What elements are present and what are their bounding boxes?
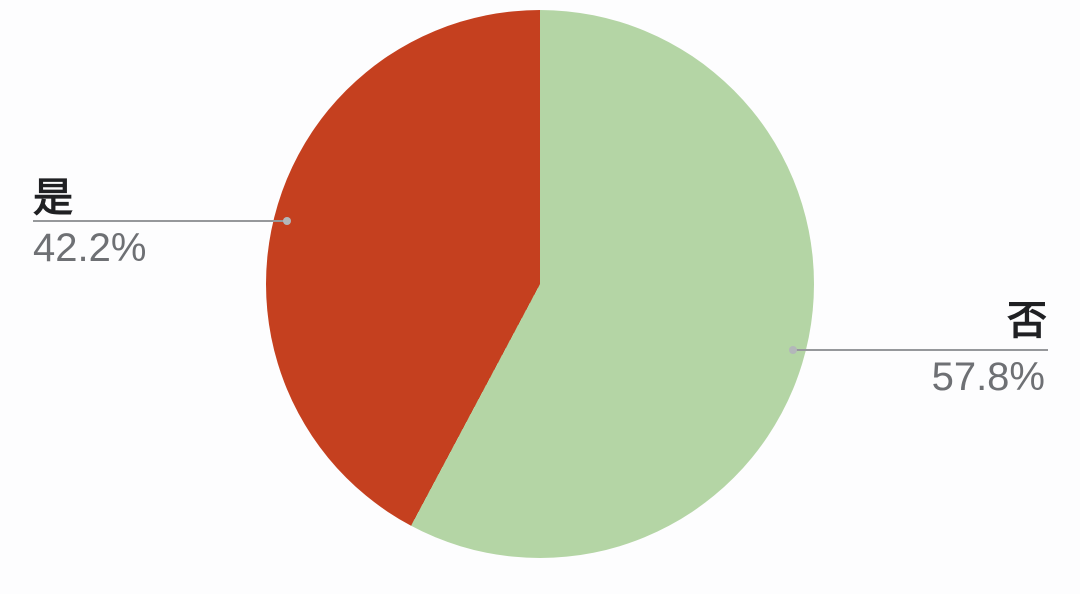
pie-chart: [266, 10, 814, 558]
leader-dot-yes: [283, 217, 291, 225]
leader-line-no: [793, 349, 1048, 351]
slice-label-no: 否: [1007, 299, 1048, 343]
slice-percent-no: 57.8%: [931, 355, 1045, 399]
slice-label-yes: 是: [33, 176, 74, 220]
slice-percent-yes: 42.2%: [33, 226, 147, 270]
leader-line-yes: [33, 220, 287, 222]
leader-dot-no: [789, 346, 797, 354]
